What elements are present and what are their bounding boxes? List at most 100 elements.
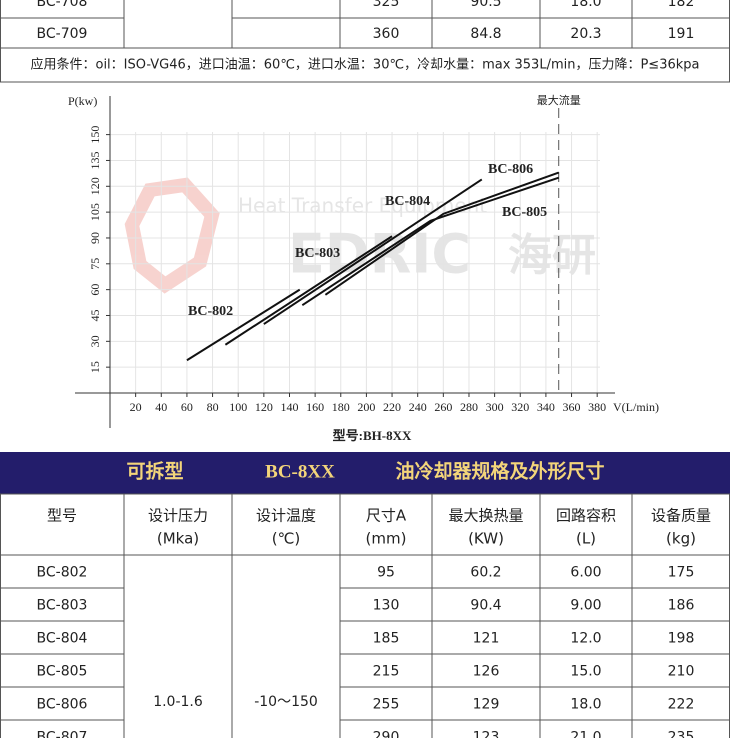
cell-text: 18.0 [570,0,601,10]
header-cell: (Mka) [157,530,199,548]
y-tick-label: 90 [88,232,102,244]
header-cell: 设备质量 [651,507,711,525]
header-cell: (L) [576,530,596,548]
conditions: 应用条件：oil：ISO-VG46，进口油温：60℃，进口水温：30℃，冷却水量… [30,57,699,73]
x-tick-label: 180 [332,400,350,414]
series-label: BC-804 [385,194,430,209]
x-tick-label: 40 [155,400,167,414]
x-tick-label: 160 [306,400,324,414]
header-cell: (KW) [468,530,504,548]
chart-caption: 型号:BH-8XX [333,428,412,443]
logo [124,177,220,294]
max-flow-label: 最大流量 [537,93,581,107]
cell-text: 175 [668,565,695,581]
cell-text: 210 [668,664,695,680]
banner-text: 可拆型 [126,459,183,482]
header-cell: 型号 [47,507,77,525]
cell-text: BC-805 [37,664,88,680]
y-axis-label: P(kw) [68,94,97,108]
series-label: BC-802 [188,304,233,319]
x-tick-label: 20 [130,400,142,414]
series-line [301,176,560,306]
x-tick-label: 220 [383,400,401,414]
cell-text: 130 [373,598,400,614]
x-tick-label: 280 [460,400,478,414]
cell-text: 129 [473,697,500,713]
cell-text: 185 [373,631,400,647]
merged-cell: 1.0-1.6 [153,694,203,710]
x-tick-label: 140 [280,400,298,414]
header-cell: (kg) [666,530,696,548]
x-tick-label: 360 [563,400,581,414]
series-label: BC-806 [488,162,533,177]
y-tick-label: 45 [88,309,102,321]
cell-text: 235 [668,730,695,738]
cell-text: 360 [373,26,400,42]
watermark: Heat Transfer Equipment EDRIC 海研 [124,177,596,294]
header-cell: 尺寸A [366,507,407,525]
x-tick-label: 60 [181,400,193,414]
cell-text: 60.2 [470,565,501,581]
x-tick-label: 300 [486,400,504,414]
series-line [263,178,483,325]
series-line [224,235,393,346]
header-cell: 回路容积 [556,507,616,525]
cell-text: BC-709 [37,26,88,42]
x-tick-label: 240 [409,400,427,414]
x-tick-label: 260 [434,400,452,414]
cell-text: 186 [668,598,695,614]
cell-text: 20.3 [570,26,601,42]
cell-text: 90.5 [470,0,501,10]
y-tick-label: 15 [88,361,102,373]
cell-text: 9.00 [570,598,601,614]
cell-text: 95 [377,565,395,581]
x-tick-label: 340 [537,400,555,414]
y-tick-label: 150 [88,126,102,144]
cell-text: 215 [373,664,400,680]
merged-cell: -10～150 [254,694,318,710]
cell-text: 121 [473,631,500,647]
banner [0,452,730,494]
x-tick-label: 200 [357,400,375,414]
banner-text: 油冷却器规格及外形尺寸 [395,459,604,482]
cell-text: 222 [668,697,695,713]
cell-text: BC-803 [37,598,88,614]
header-cell: 设计压力 [148,507,208,525]
cell-text: 18.0 [570,697,601,713]
x-tick-label: 120 [255,400,273,414]
header-cell: (mm) [366,530,407,548]
series-line [324,171,560,296]
cell-text: 126 [473,664,500,680]
header-cell: (℃) [272,530,301,548]
cell-text: 84.8 [470,26,501,42]
cell-text: 12.0 [570,631,601,647]
y-tick-label: 30 [88,335,102,347]
cell-text: 325 [373,0,400,10]
cell-text: 123 [473,730,500,738]
x-tick-label: 320 [511,400,529,414]
x-tick-label: 80 [207,400,219,414]
cell-text: 90.4 [470,598,501,614]
x-tick-label: 380 [588,400,606,414]
header-cell: 设计温度 [256,507,316,525]
cell-text: 198 [668,631,695,647]
cell-text: 255 [373,697,400,713]
y-tick-label: 105 [88,203,102,221]
banner-text: BC-8XX [265,461,335,482]
series-label: BC-803 [295,246,340,261]
cell-text: BC-807 [37,730,88,738]
cell-text: 290 [373,730,400,738]
x-tick-label: 100 [229,400,247,414]
cell-text: BC-802 [37,565,88,581]
cell-text: 15.0 [570,664,601,680]
y-tick-label: 120 [88,177,102,195]
cell-text: 6.00 [570,565,601,581]
y-tick-label: 135 [88,151,102,169]
cell-text: BC-708 [37,0,88,10]
cell-text: 182 [668,0,695,10]
watermark-brand-cn: 海研 [508,230,596,281]
cell-text: 21.0 [570,730,601,738]
x-axis-label: V(L/min) [613,400,659,414]
series-label: BC-805 [502,205,547,220]
